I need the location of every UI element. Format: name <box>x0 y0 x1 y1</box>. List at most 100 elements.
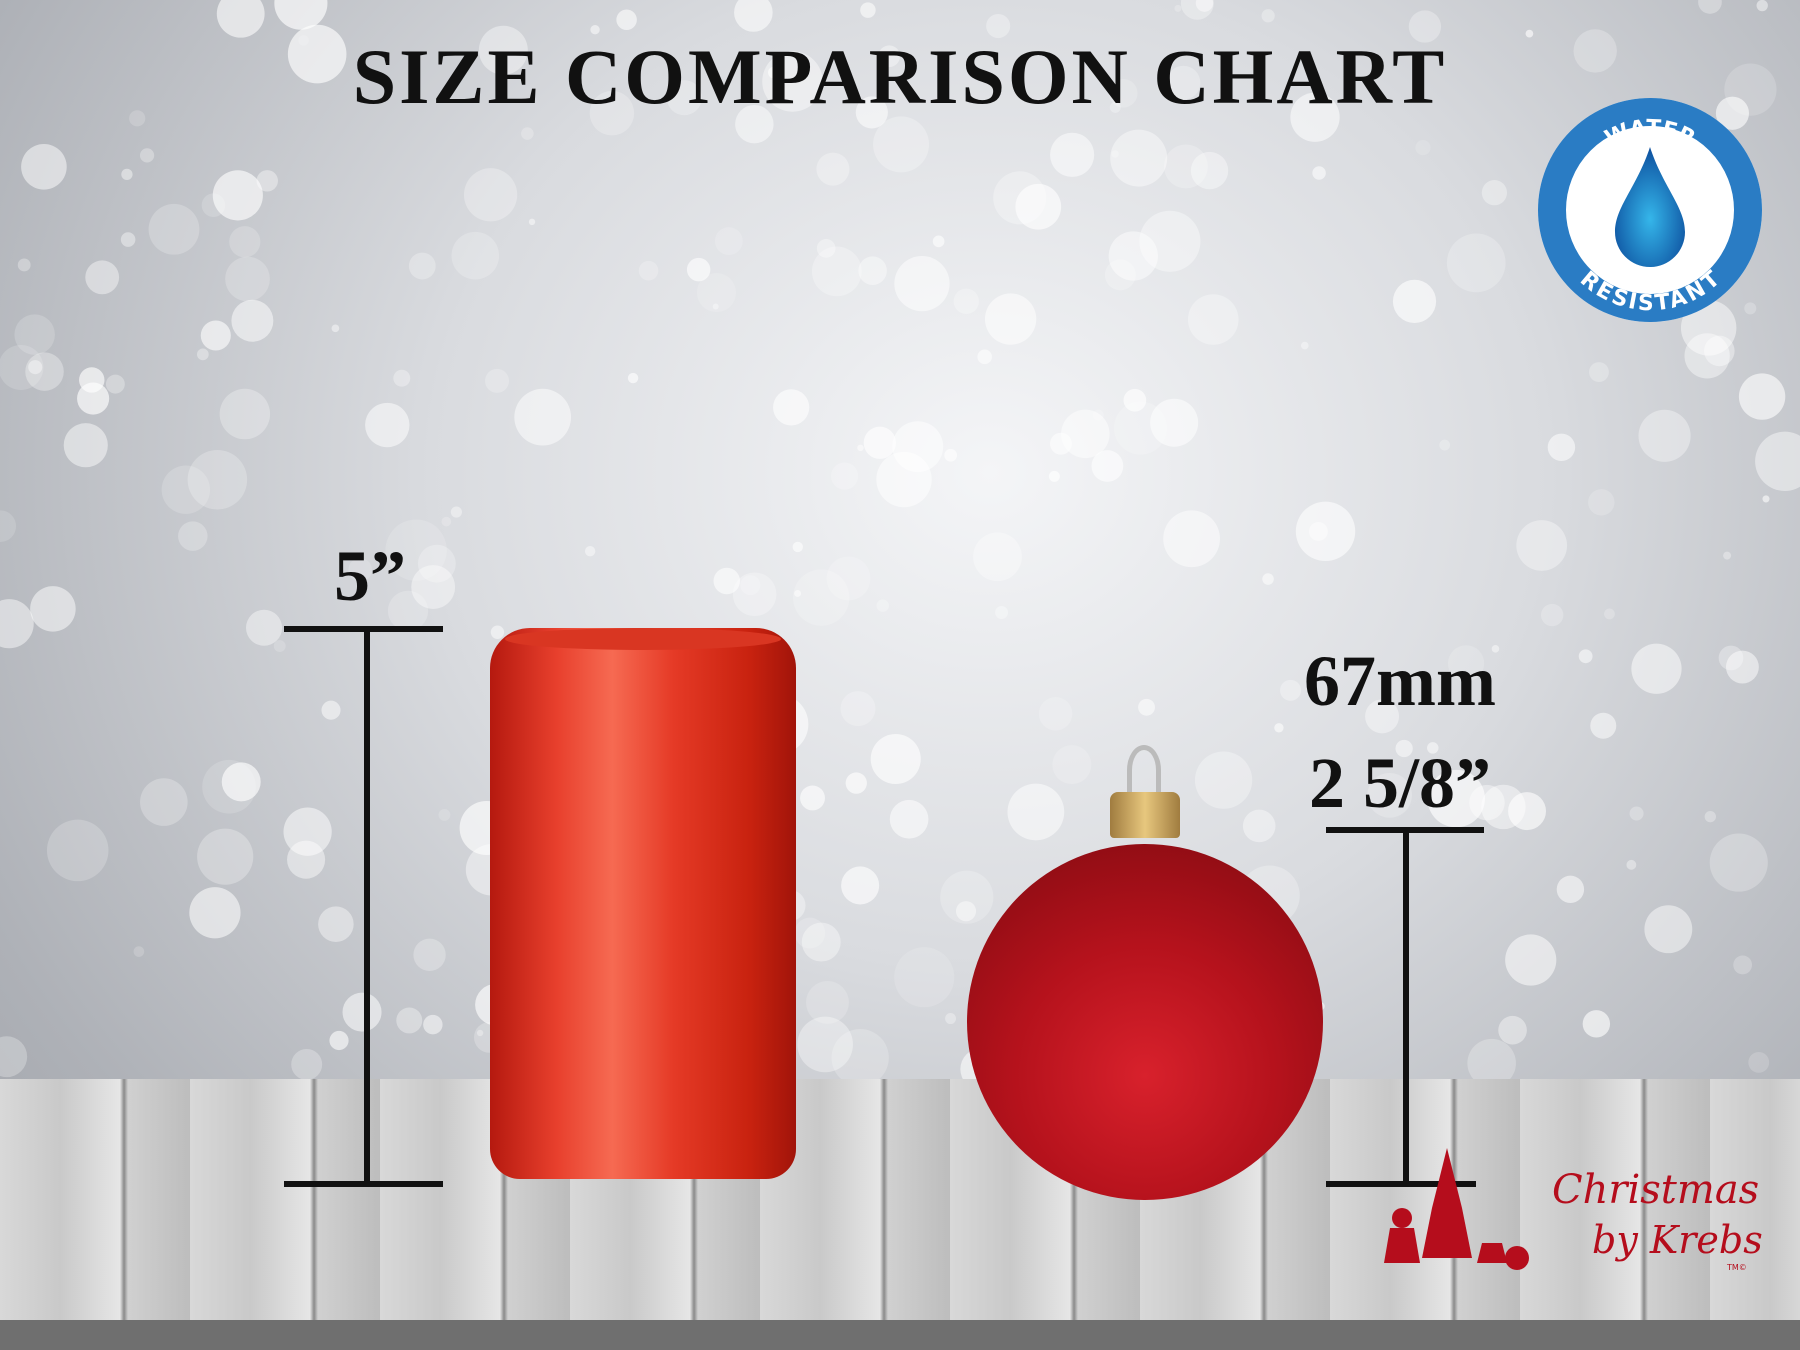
bokeh-dot <box>740 575 761 596</box>
bokeh-dot <box>1300 341 1309 350</box>
bokeh-dot <box>878 45 901 68</box>
bokeh-dot <box>1644 905 1693 954</box>
bokeh-dot <box>873 116 930 173</box>
bokeh-dot <box>1629 806 1644 821</box>
bokeh-dot <box>955 901 977 922</box>
bokeh-dot <box>794 589 802 597</box>
floor-edge <box>0 1320 1800 1350</box>
bokeh-dot <box>1715 96 1750 130</box>
bokeh-dot <box>940 870 994 924</box>
ornament-hanger <box>1127 745 1161 795</box>
logo-trademark: TM© <box>1726 1263 1747 1272</box>
bokeh-dot <box>1467 1038 1516 1080</box>
bokeh-dot <box>478 25 528 75</box>
bokeh-dot <box>1150 398 1199 447</box>
bokeh-dot <box>120 232 136 247</box>
bokeh-dot <box>256 170 278 192</box>
bokeh-dot <box>627 372 639 384</box>
bokeh-dot <box>1050 132 1095 177</box>
ornament-bracket-vertical <box>1403 827 1409 1184</box>
wooden-floor <box>0 1079 1800 1350</box>
bokeh-dot <box>816 239 836 258</box>
bokeh-dot <box>1738 373 1786 420</box>
bokeh-dot <box>1680 300 1737 356</box>
water-resistant-badge: WATER RESISTANT <box>1538 98 1762 322</box>
bokeh-dot <box>1540 603 1564 627</box>
bokeh-dot <box>396 1007 423 1034</box>
bokeh-dot <box>590 25 600 35</box>
bokeh-dot <box>1194 751 1253 809</box>
bokeh-dot <box>1744 302 1757 315</box>
bokeh-dot <box>986 13 1011 39</box>
bokeh-dot <box>1163 510 1220 568</box>
bokeh-dot <box>1007 783 1065 841</box>
bokeh-dot <box>140 778 188 826</box>
bokeh-dot <box>1061 409 1110 459</box>
bokeh-dot <box>734 0 773 32</box>
bokeh-dot <box>318 906 354 942</box>
bokeh-dot <box>1698 0 1722 14</box>
bokeh-dot <box>1395 739 1413 758</box>
bokeh-dot <box>768 66 780 79</box>
bokeh-dot <box>216 0 265 38</box>
bokeh-dot <box>331 324 340 333</box>
bokeh-dot <box>463 168 518 222</box>
bokeh-dot <box>1604 608 1615 620</box>
bokeh-dot <box>1447 645 1485 682</box>
bokeh-dot <box>14 314 55 355</box>
bokeh-dot <box>1139 210 1201 272</box>
bokeh-dot <box>1631 643 1682 694</box>
bokeh-dot <box>348 558 373 582</box>
bokeh-dot <box>528 218 536 226</box>
bokeh-dot <box>762 51 823 112</box>
bokeh-dot <box>811 246 862 297</box>
bokeh-dot <box>321 700 341 720</box>
bokeh-dot <box>1547 433 1576 462</box>
bokeh-dot <box>1525 29 1534 38</box>
bokeh-dot <box>1505 934 1557 986</box>
ornament-inch-label: 2 5/8” <box>1308 743 1491 823</box>
bokeh-dot <box>1481 180 1508 206</box>
can-bracket-top <box>284 626 443 632</box>
bokeh-dot <box>1280 679 1302 701</box>
bokeh-dot <box>1748 1051 1770 1073</box>
bokeh-dot <box>792 541 803 553</box>
bokeh-dot <box>1709 833 1768 892</box>
bokeh-dot <box>840 691 876 727</box>
bokeh-dot <box>1427 769 1485 828</box>
bokeh-dot <box>806 981 849 1024</box>
bokeh-dot <box>408 252 436 280</box>
bokeh-dot <box>863 426 896 459</box>
ornament-mm-label: 67mm <box>1304 641 1496 721</box>
bokeh-dot <box>387 590 429 631</box>
bokeh-dot <box>1498 1015 1527 1045</box>
bokeh-dot <box>1187 294 1239 345</box>
bokeh-dot <box>1190 151 1229 190</box>
bokeh-dot <box>1589 362 1609 382</box>
bokeh-dot <box>797 1016 853 1073</box>
bokeh-dot <box>1049 432 1072 455</box>
bokeh-dot <box>1723 551 1732 560</box>
bokeh-dot <box>841 866 880 905</box>
bokeh-dot <box>148 203 200 255</box>
bokeh-dot <box>616 9 637 31</box>
bokeh-dot <box>514 388 572 446</box>
bokeh-dot <box>139 148 155 163</box>
bokeh-dot <box>451 231 500 280</box>
bokeh-dot <box>450 506 462 518</box>
bokeh-dot <box>0 1036 28 1078</box>
bokeh-dot <box>1195 0 1214 12</box>
bokeh-dot <box>1048 470 1060 482</box>
bokeh-dot <box>801 922 841 962</box>
bokeh-dot <box>1439 439 1451 451</box>
bokeh-dot <box>490 625 505 639</box>
bokeh-dot <box>1091 450 1124 482</box>
bokeh-dot <box>411 565 456 609</box>
bokeh-dot <box>826 556 871 601</box>
bokeh-dot <box>1725 650 1759 684</box>
bokeh-dot <box>944 448 958 462</box>
bokeh-dot <box>870 733 921 785</box>
bokeh-dot <box>973 532 1022 582</box>
bokeh-dot <box>246 609 283 646</box>
bokeh-dot <box>1516 520 1568 571</box>
